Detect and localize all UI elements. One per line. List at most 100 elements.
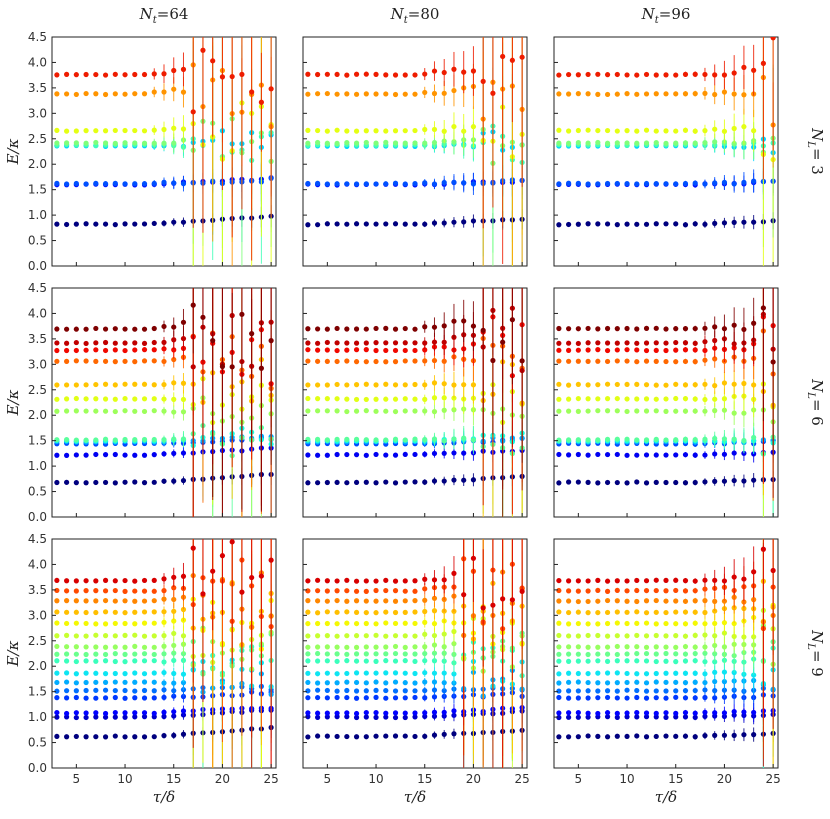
data-point — [171, 642, 177, 649]
data-point — [634, 181, 640, 187]
data-point — [83, 408, 89, 414]
data-point — [383, 587, 389, 594]
data-point — [556, 451, 562, 458]
data-point — [132, 71, 138, 78]
data-point — [334, 651, 340, 657]
data-point — [363, 578, 369, 584]
data-point — [383, 710, 389, 716]
data-point — [692, 714, 698, 720]
y-tick-label: 3.5 — [28, 332, 47, 346]
data-point — [673, 221, 679, 227]
data-point — [480, 78, 486, 84]
data-point — [93, 396, 99, 402]
data-point — [653, 695, 659, 701]
data-point — [151, 695, 157, 701]
data-point — [373, 651, 379, 657]
data-point — [353, 340, 360, 346]
data-point — [634, 140, 640, 146]
data-point — [54, 620, 60, 626]
data-point — [643, 140, 650, 146]
data-point — [132, 347, 138, 353]
data-point — [575, 340, 581, 347]
data-point — [470, 218, 477, 224]
data-point — [93, 714, 99, 720]
data-point — [334, 396, 340, 402]
data-point — [412, 91, 418, 97]
data-point — [141, 221, 148, 227]
data-point — [102, 358, 109, 364]
data-point — [161, 733, 167, 739]
data-point — [392, 91, 399, 98]
y-tick-label: 0.5 — [28, 234, 47, 248]
data-point — [353, 658, 360, 664]
data-point — [751, 477, 757, 483]
data-point — [102, 326, 109, 332]
data-point — [112, 609, 118, 615]
data-point — [315, 633, 321, 639]
data-point — [344, 644, 350, 650]
data-point — [566, 396, 572, 402]
data-point — [692, 140, 698, 146]
y-axis-ticks — [303, 36, 307, 267]
data-point — [141, 577, 148, 584]
data-point — [64, 128, 70, 134]
data-point — [614, 128, 620, 134]
data-point — [353, 734, 360, 740]
data-point — [315, 710, 321, 716]
data-point — [566, 734, 572, 740]
data-point — [721, 128, 728, 134]
data-point — [54, 452, 60, 458]
data-point — [363, 128, 369, 134]
data-point — [171, 693, 177, 699]
panel-frame — [302, 287, 528, 518]
data-point — [112, 180, 118, 186]
data-point — [402, 609, 408, 615]
data-point — [402, 710, 408, 716]
data-point — [141, 633, 148, 639]
data-point — [702, 339, 708, 345]
data-point — [441, 680, 447, 686]
data-point — [575, 358, 581, 364]
data-point — [712, 337, 718, 344]
data-point — [614, 347, 620, 353]
data-point — [702, 325, 708, 331]
data-point — [239, 589, 245, 595]
data-point — [470, 477, 477, 483]
x-axis-ticks — [577, 513, 774, 517]
data-point — [392, 408, 399, 415]
data-point — [83, 452, 89, 458]
data-point — [373, 733, 379, 739]
data-point — [604, 72, 611, 78]
data-point — [171, 356, 177, 363]
data-point — [102, 695, 109, 701]
data-point — [585, 325, 591, 332]
data-point — [122, 127, 128, 134]
data-point — [634, 381, 640, 387]
data-point — [334, 436, 340, 442]
data-point — [305, 408, 311, 414]
data-point — [604, 396, 611, 402]
data-point — [509, 597, 515, 603]
data-point — [353, 181, 360, 187]
data-point — [383, 221, 389, 227]
data-point — [112, 382, 118, 388]
data-point — [556, 140, 562, 146]
data-point — [731, 410, 737, 416]
data-point — [412, 347, 418, 354]
data-point — [575, 479, 581, 485]
panel-r1-c2 — [302, 36, 528, 267]
data-point — [151, 633, 157, 639]
data-point — [441, 90, 447, 96]
data-point — [595, 127, 601, 134]
data-point — [258, 365, 264, 371]
data-point — [383, 359, 389, 365]
data-point — [112, 679, 118, 685]
data-point — [54, 709, 60, 716]
data-point — [122, 408, 128, 414]
data-point — [692, 359, 698, 365]
data-point — [132, 695, 138, 701]
data-point — [383, 340, 389, 346]
data-points — [556, 37, 776, 266]
data-point — [663, 695, 669, 701]
data-point — [624, 396, 630, 402]
